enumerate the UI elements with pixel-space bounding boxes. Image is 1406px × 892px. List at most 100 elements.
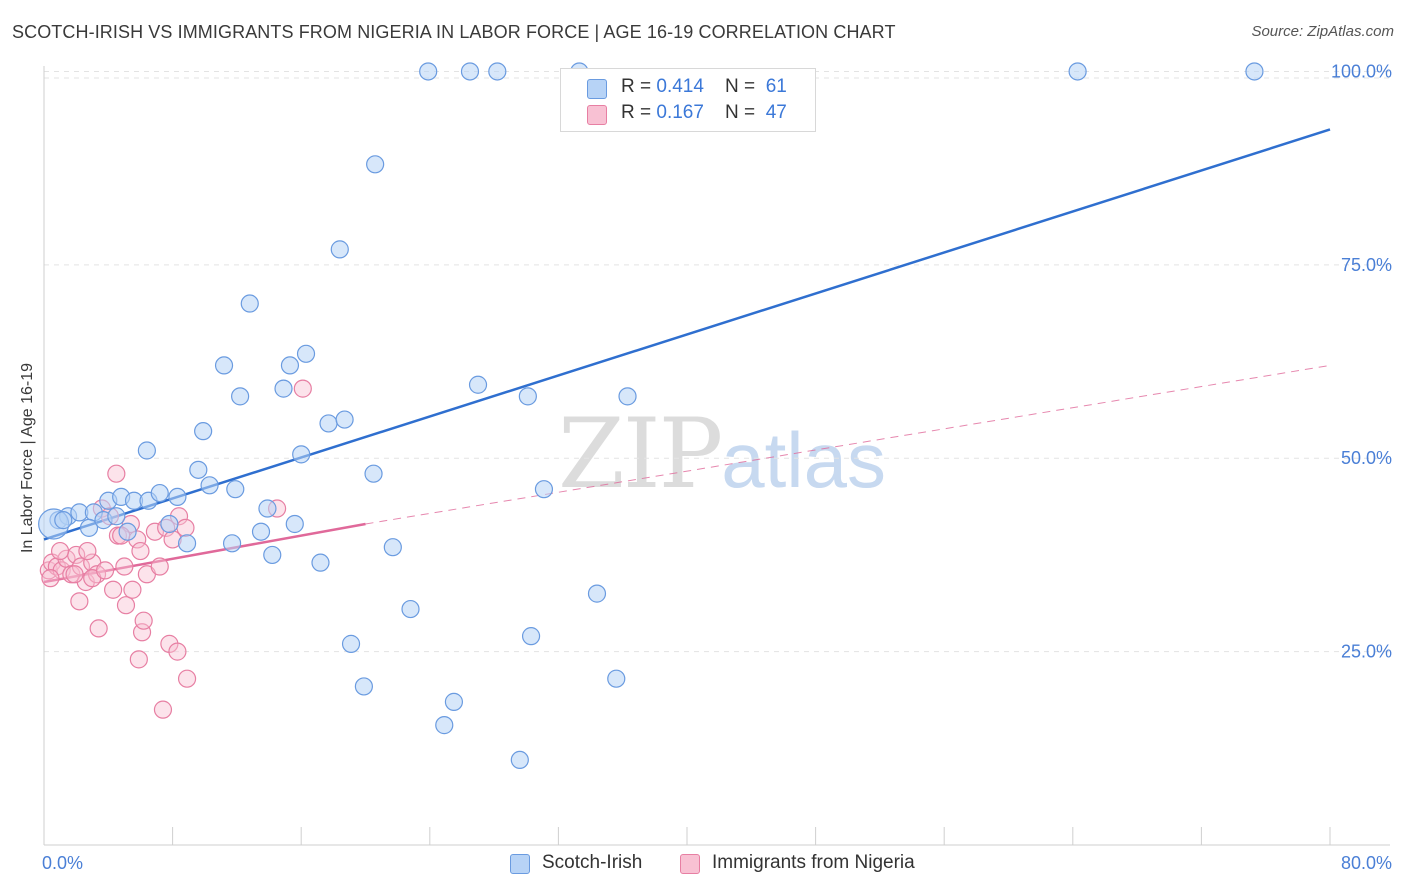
scotch-irish-point [285,514,304,534]
scotch-irish-point [335,410,354,429]
scotch-irish-point [319,414,338,433]
legend-swatch-blue [587,79,607,99]
trend-lines [43,128,1331,584]
scotch-irish-point [222,534,242,553]
source-label: Source: ZipAtlas.com [1251,23,1394,40]
watermark: ZIPatlas [558,398,886,510]
scotch-irish-point [107,507,126,526]
y-tick-label: 25.0% [1341,642,1392,662]
nigeria-point [293,379,312,398]
scotch-irish-point [419,62,438,81]
scotch-irish-point [330,240,349,259]
nigeria-point [132,623,152,642]
legend-swatch-pink [680,854,700,874]
axes [43,66,1390,846]
scotch-irish-point [311,553,330,572]
nigeria-point [116,596,136,615]
data-points [38,62,1264,770]
scotch-irish-point [189,460,208,479]
grid-lines [44,70,1390,653]
nigeria-point [129,650,148,669]
y-tick-label: 50.0% [1341,448,1392,468]
n-value: 47 [765,102,787,123]
scotch-irish-point [1068,62,1087,81]
scotch-irish-point [296,344,316,363]
nigeria-point [104,580,123,599]
tick-labels: 25.0% 50.0% 75.0% 100.0% 0.0% 80.0% [42,61,1392,873]
scotch-irish-point [194,422,213,441]
scotch-irish-point [460,62,480,81]
nigeria-point [50,541,70,561]
scotch-irish-point [150,483,169,503]
nigeria-point [177,669,197,688]
scotch-irish-point [444,692,464,711]
nigeria-point [123,580,142,599]
legend-label: Scotch-Irish [542,852,643,873]
scotch-irish-point [200,476,219,495]
nigeria-point [153,700,173,719]
nigeria-point [65,565,84,584]
chart-title: SCOTCH-IRISH VS IMMIGRANTS FROM NIGERIA … [12,22,896,42]
scotch-irish-point [534,480,554,499]
watermark-atlas: atlas [721,416,886,504]
r-label: R = [621,102,657,123]
nigeria-point [107,464,126,483]
nigeria-trendline-extension [365,364,1331,525]
scotch-irish-point [488,62,507,81]
scotch-irish-point [518,387,537,406]
scotch-irish-point [168,487,187,507]
n-label: N = [725,76,761,97]
nigeria-point [150,557,169,576]
scotch-irish-point [231,387,250,406]
nigeria-point [176,518,195,537]
nigeria-point [145,522,165,541]
scotch-irish-point [54,511,73,530]
scotch-irish-point [251,522,271,541]
scotch-irish-point [383,538,402,557]
nigeria-point [95,561,115,580]
r-value: 0.167 [656,102,704,123]
nigeria-point [70,592,89,611]
n-label: N = [725,102,761,123]
scotch-irish-point [292,445,311,464]
legend-swatch-blue [510,854,530,874]
nigeria-point [89,619,108,638]
scotch-irish-point [468,375,488,394]
nigeria-point [78,541,97,561]
scotch-irish-point [366,155,385,174]
scotch-irish-point [263,545,282,565]
nigeria-point [115,557,134,576]
r-value: 0.414 [656,76,704,97]
x-tick-label-min: 0.0% [42,853,83,873]
y-tick-label: 75.0% [1341,255,1392,275]
x-tick-label-max: 80.0% [1341,853,1392,873]
scotch-irish-point [274,379,293,398]
nigeria-point [131,541,150,561]
scotch-irish-point [510,750,529,770]
scotch-irish-point [240,294,259,313]
nigeria-point [134,611,153,630]
y-axis-label: In Labor Force | Age 16-19 [19,362,36,554]
scotch-irish-point [354,677,373,696]
scotch-irish-point [177,534,197,553]
nigeria-trendline [43,522,366,584]
scotch-irish-point [1245,62,1264,81]
watermark-zip: ZIP [558,398,723,510]
nigeria-point [41,569,60,588]
scotch-irish-point [364,464,383,483]
scotch-irish-point [118,522,137,541]
scotch-irish-point [258,499,277,518]
scotch-irish-point [79,518,99,537]
scotch-irish-point [587,584,607,603]
scotch-irish-point [280,356,300,375]
scotch-irish-point [137,441,156,460]
correlation-legend: R = 0.414 N = 61 R = 0.167 N = 47 [560,68,816,132]
scotch-irish-point [401,599,420,619]
scotch-irish-trendline [43,128,1331,541]
scotch-irish-point [521,627,541,646]
scotch-irish-point [341,634,361,653]
legend-label: Immigrants from Nigeria [712,852,915,873]
scotch-irish-point [214,356,234,375]
n-value: 61 [765,76,787,97]
